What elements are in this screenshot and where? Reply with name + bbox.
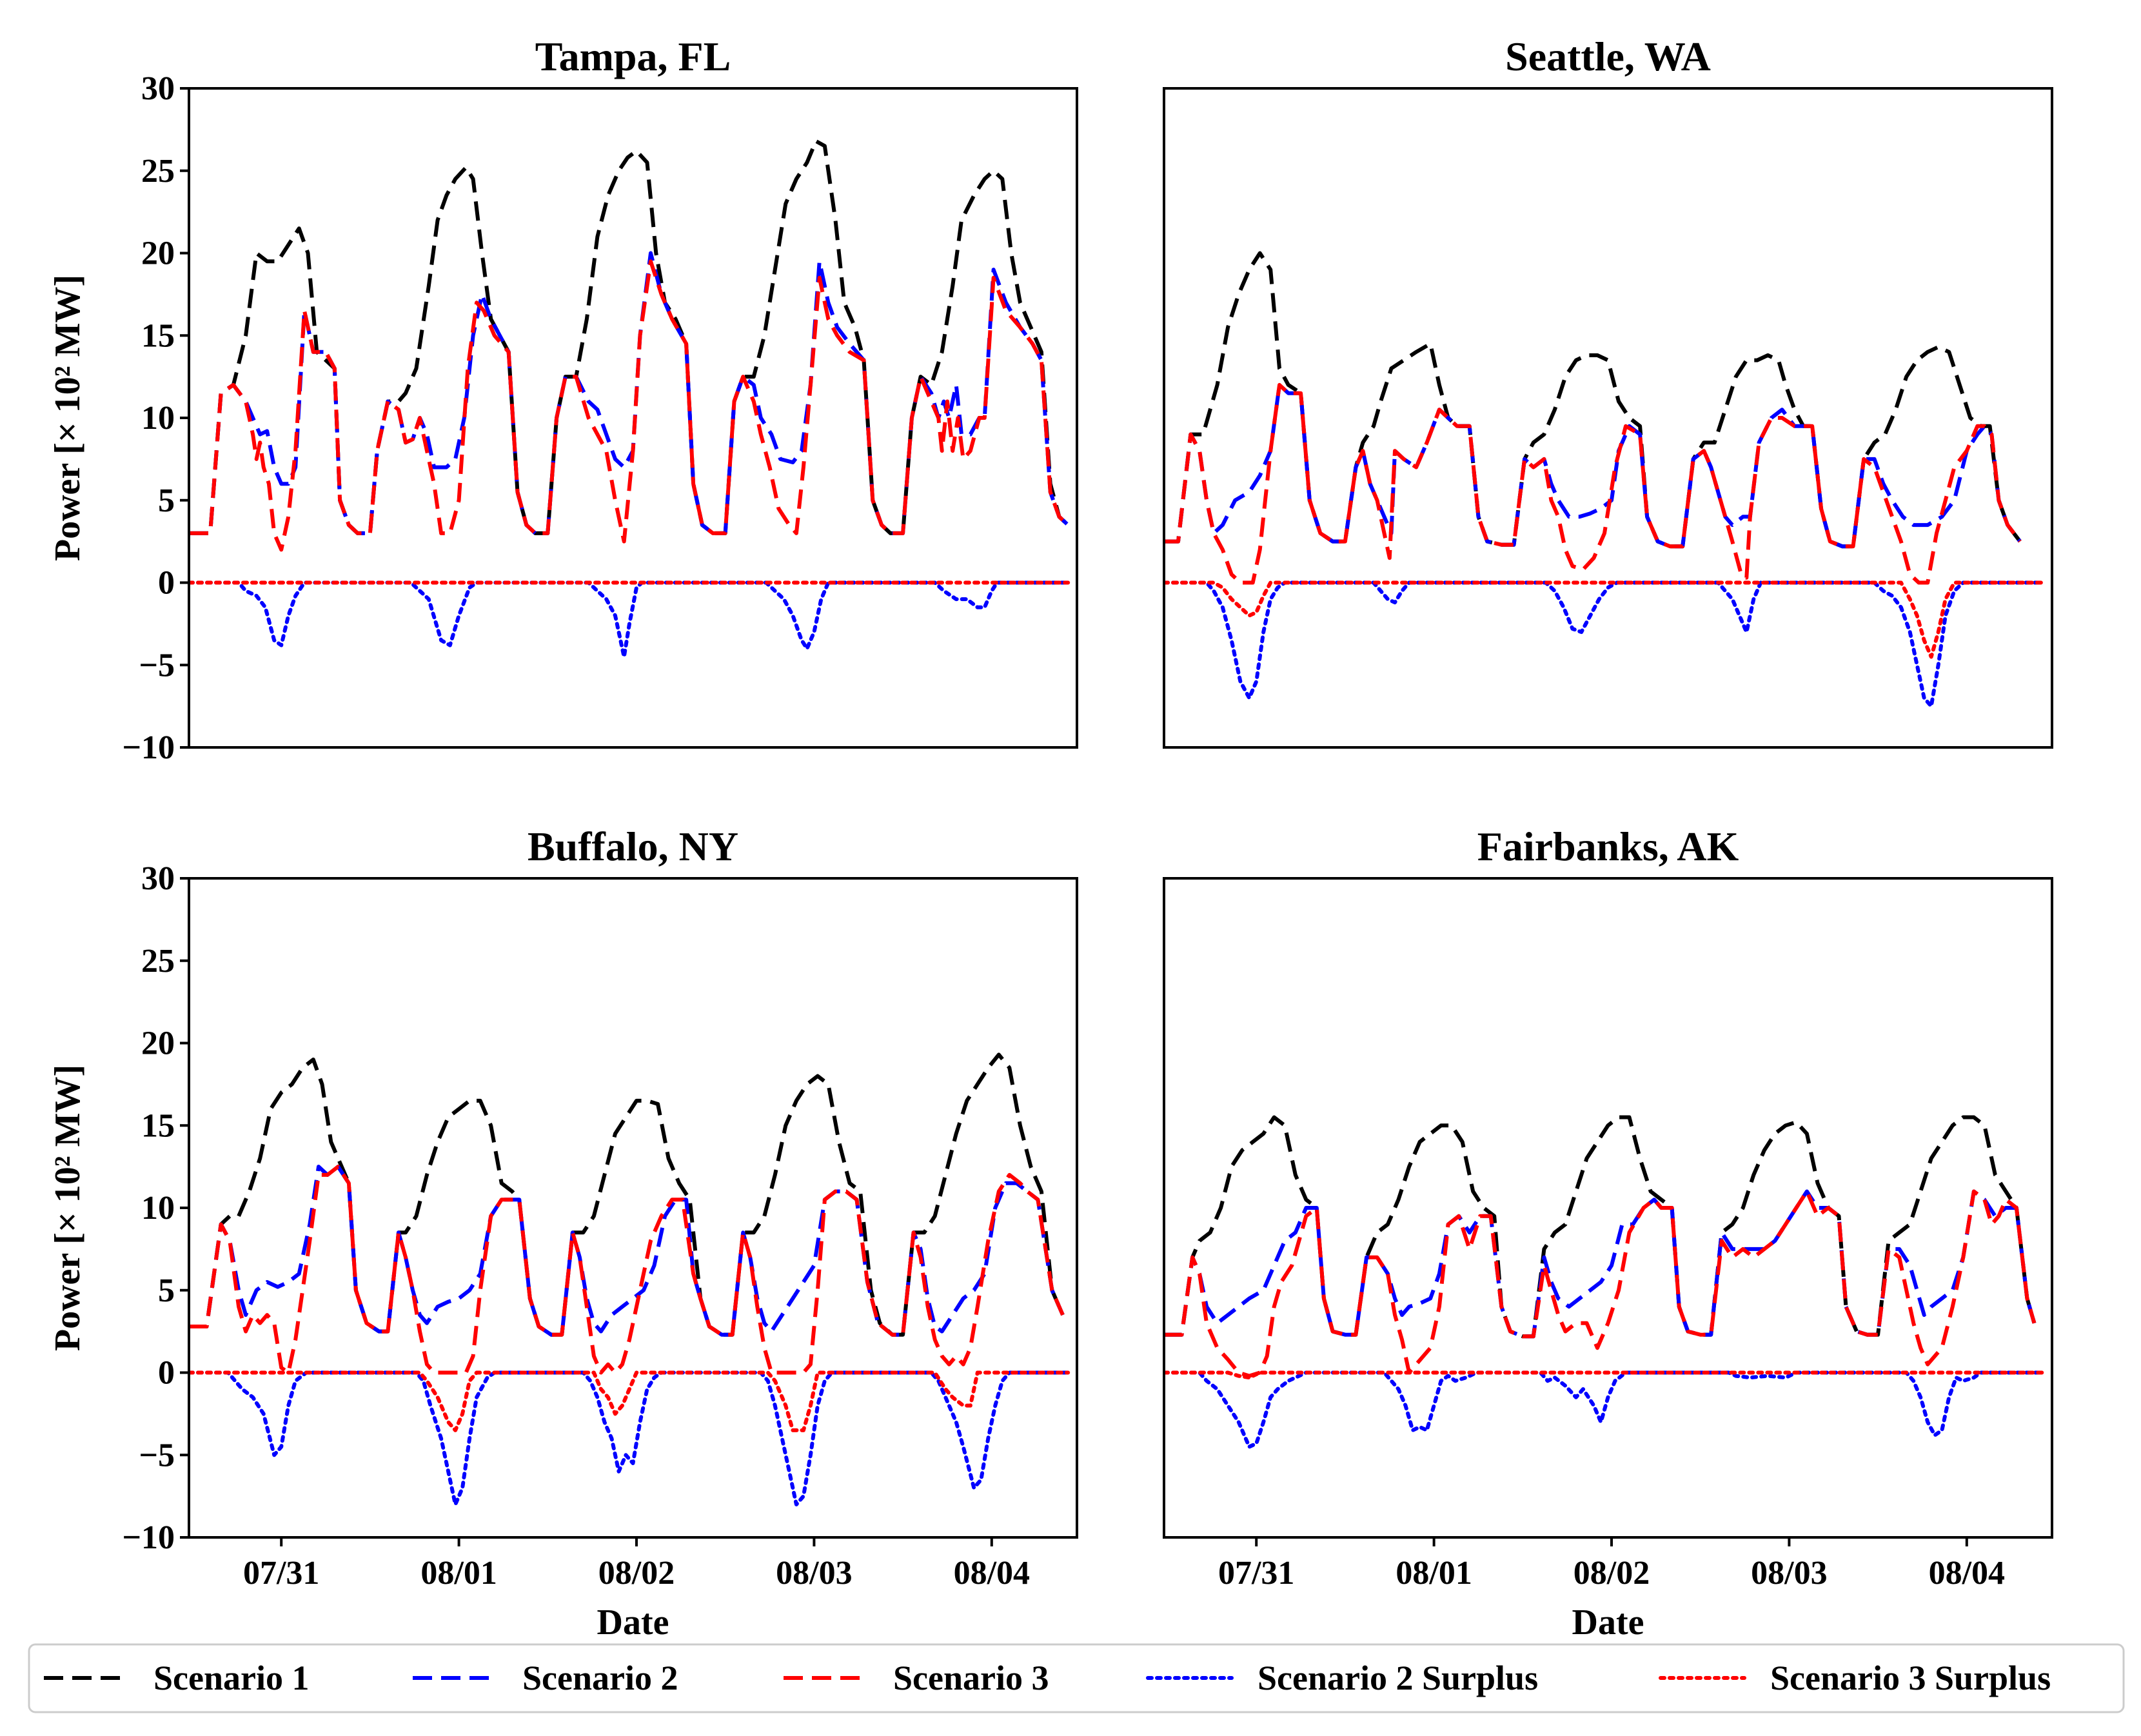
- series-line-scenario-2: [189, 251, 1070, 535]
- y-tick-label: −10: [122, 1519, 175, 1556]
- series-line-scenario-2: [189, 1165, 1065, 1337]
- series-line-scenario-3-surplus: [1164, 580, 2046, 659]
- series-line-scenario-2-surplus: [1164, 1370, 2046, 1449]
- x-tick-label: 08/01: [1396, 1555, 1472, 1592]
- y-tick-label: 10: [141, 400, 175, 437]
- y-tick-label: −10: [122, 729, 175, 766]
- y-tick-label: 20: [141, 235, 175, 272]
- y-tick-label: 5: [158, 1272, 175, 1309]
- panel-seattle: Seattle, WA: [1163, 34, 2053, 749]
- series-group: [189, 139, 1070, 659]
- panel-fairbanks: Fairbanks, AK 07/31 08/01 08/02 08/03 08/04 Da…: [1163, 824, 2053, 1642]
- y-tick-label: 15: [141, 317, 175, 354]
- y-tick-label: 0: [158, 565, 175, 602]
- series-line-scenario-3: [1164, 382, 2022, 585]
- series-line-scenario-1: [1164, 251, 2022, 549]
- x-tick-label: 08/01: [420, 1555, 497, 1592]
- x-tick-label: 08/04: [1929, 1555, 2005, 1592]
- y-tick-label: 25: [141, 153, 175, 190]
- y-axis-label: Power [× 10² MW]: [48, 1065, 88, 1351]
- series-line-scenario-2: [1164, 1189, 2037, 1339]
- series-group: [189, 1052, 1070, 1506]
- y-tick-label: 30: [141, 860, 175, 897]
- x-tick-label: 08/04: [954, 1555, 1030, 1592]
- series-line-scenario-2-surplus: [189, 1370, 1070, 1506]
- series-line-scenario-1: [189, 1052, 1065, 1337]
- legend-label: Scenario 1: [153, 1659, 309, 1697]
- series-line-scenario-3-surplus: [189, 1370, 1070, 1432]
- y-tick-label: −5: [139, 647, 175, 684]
- series-group: [1164, 251, 2046, 709]
- panel-title: Seattle, WA: [1505, 34, 1711, 79]
- panel-title: Fairbanks, AK: [1477, 824, 1739, 869]
- series-line-scenario-3: [1164, 1189, 2037, 1378]
- y-tick-label: 25: [141, 943, 175, 980]
- x-tick-label: 07/31: [1218, 1555, 1294, 1592]
- y-tick-label: 0: [158, 1355, 175, 1392]
- y-tick-label: 30: [141, 70, 175, 107]
- legend-label: Scenario 3: [893, 1659, 1049, 1697]
- series-line-scenario-1: [1164, 1115, 2037, 1339]
- legend: Scenario 1 Scenario 2 Scenario 3 Scenario 2…: [28, 1643, 2125, 1713]
- y-tick-label: −5: [139, 1437, 175, 1474]
- legend-label: Scenario 2 Surplus: [1258, 1659, 1538, 1697]
- x-tick-label: 08/02: [1574, 1555, 1650, 1592]
- series-line-scenario-2: [1164, 382, 2022, 549]
- x-tick-label: 08/02: [598, 1555, 675, 1592]
- y-axis-label: Power [× 10² MW]: [48, 275, 88, 561]
- x-axis-label: Date: [597, 1603, 669, 1642]
- panel-buffalo: Buffalo, NY −10 −5 0 5 10 15 20 25 30 Power [× 10²…: [48, 824, 1078, 1642]
- y-tick-label: 10: [141, 1190, 175, 1227]
- plot-frame: [188, 87, 1078, 749]
- x-tick-label: 08/03: [1751, 1555, 1827, 1592]
- series-line-scenario-2-surplus: [1164, 580, 2046, 709]
- plot-frame: [1163, 87, 2053, 749]
- x-axis-label: Date: [1572, 1603, 1644, 1642]
- plot-frame: [1163, 877, 2053, 1539]
- series-group: [1164, 1115, 2046, 1449]
- panel-tampa: Tampa, FL −10 −5 0 5 10 15 20 25 30 Power [× 10² M…: [48, 34, 1078, 766]
- series-line-scenario-1: [189, 139, 1070, 535]
- legend-label: Scenario 2: [522, 1659, 678, 1697]
- panel-title: Tampa, FL: [535, 34, 731, 79]
- panel-title: Buffalo, NY: [528, 824, 738, 869]
- plot-frame: [188, 877, 1078, 1539]
- series-line-scenario-3: [189, 259, 1070, 552]
- x-tick-label: 07/31: [243, 1555, 319, 1592]
- legend-label: Scenario 3 Surplus: [1770, 1659, 2051, 1697]
- y-tick-label: 5: [158, 482, 175, 519]
- y-tick-label: 20: [141, 1025, 175, 1062]
- x-tick-label: 08/03: [776, 1555, 852, 1592]
- legend-box: [28, 1643, 2125, 1713]
- series-line-scenario-2-surplus: [189, 580, 1070, 659]
- series-line-scenario-3: [189, 1165, 1065, 1375]
- y-tick-label: 15: [141, 1107, 175, 1144]
- series-line-scenario-3-surplus: [1164, 1370, 2046, 1380]
